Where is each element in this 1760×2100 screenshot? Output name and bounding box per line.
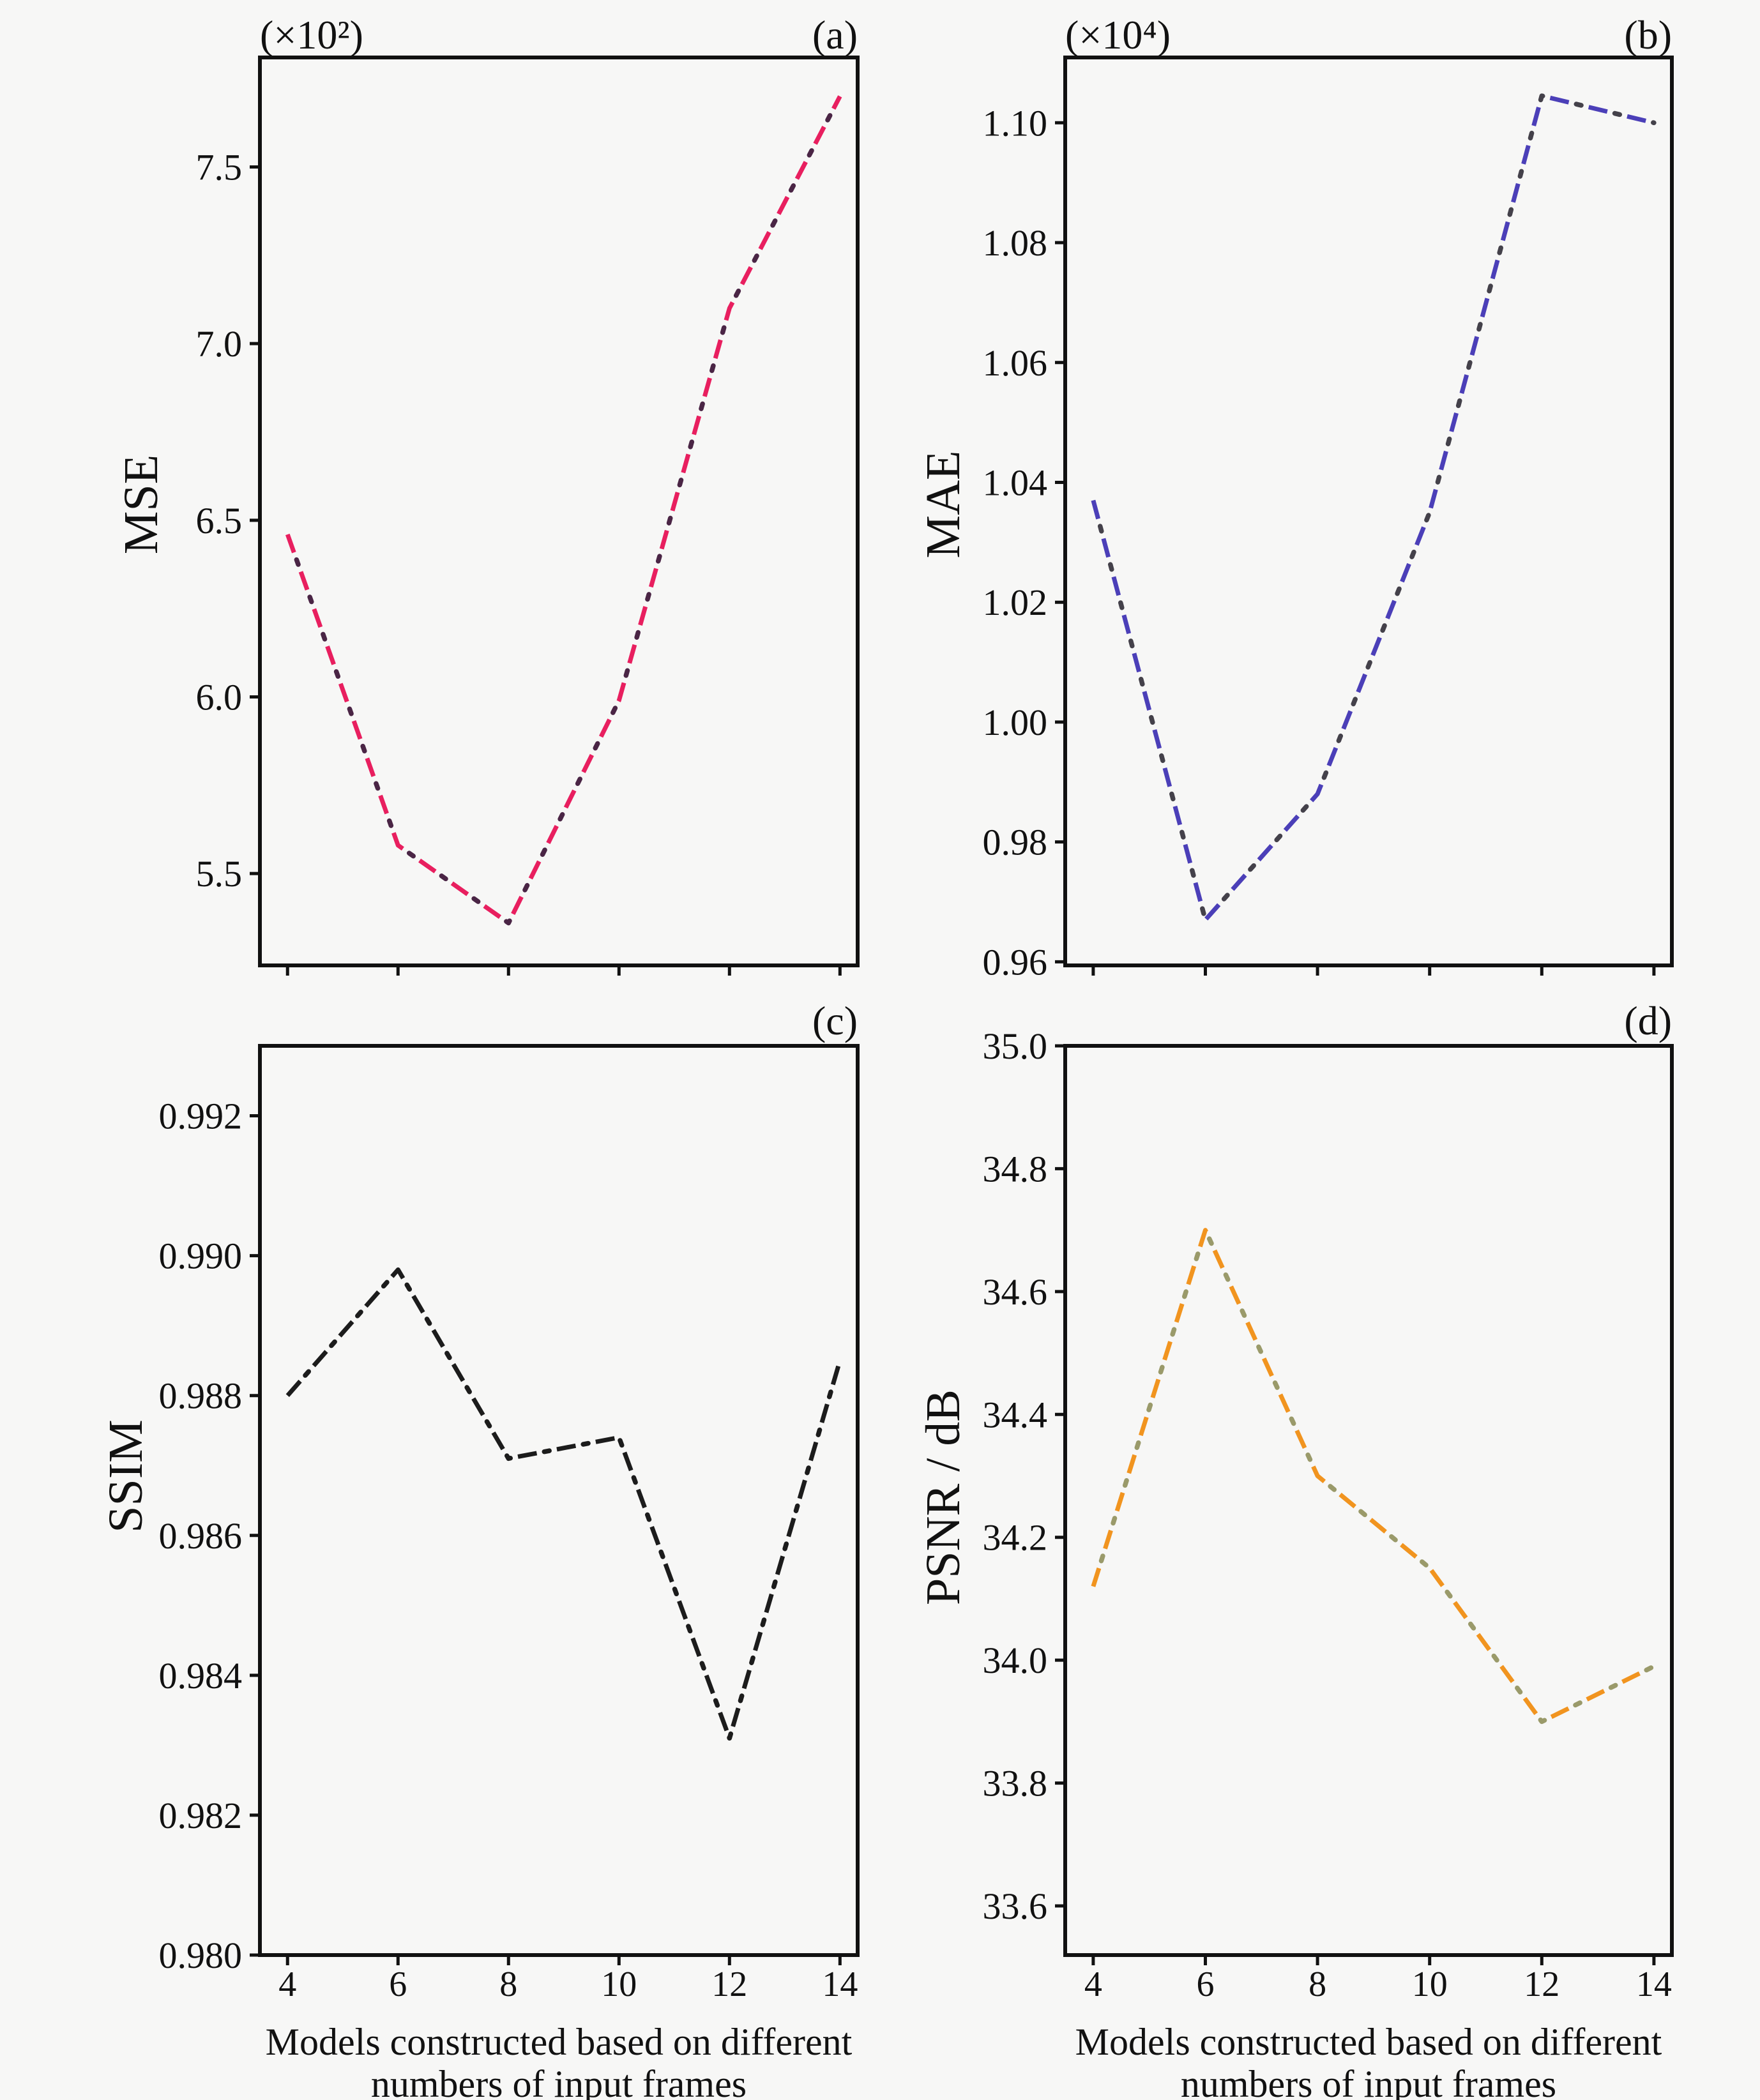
x-tick-label: 6 [1197, 1965, 1215, 2004]
y-tick-label: 0.98 [983, 822, 1048, 863]
x-tick-label: 6 [389, 1965, 407, 2004]
series-line-dashes [1091, 93, 1655, 923]
chart-svg: 5.5 6.0 6.5 7.0 7.5 [196, 56, 860, 976]
series-line-dashes [285, 95, 842, 926]
y-tick-label: 7.5 [196, 147, 243, 188]
y-tick-label: 7.0 [196, 323, 243, 365]
series-line-dots [1091, 93, 1657, 923]
y-tick-label: 5.5 [196, 853, 243, 895]
y-tick-label: 34.6 [983, 1271, 1048, 1313]
y-tick-label: 0.980 [159, 1935, 243, 1976]
x-axis-caption-left-line2: numbers of input frames [370, 2063, 747, 2100]
chart-svg: 0.980 0.982 0.984 0.986 0.988 0.990 0.992 4 6 8 10… [159, 1044, 860, 2004]
y-tick-label: 0.988 [159, 1375, 243, 1417]
plot-frame [258, 56, 860, 967]
x-axis-caption-right-line2: numbers of input frames [1180, 2063, 1557, 2100]
plot-area-ssim: 0.980 0.982 0.984 0.986 0.988 0.990 0.992 4 6 8 10… [159, 1044, 860, 2004]
series-line-dashes [1091, 1228, 1655, 1724]
y-tick-label: 1.06 [983, 342, 1048, 384]
axis-scale-label-b: (×10⁴) [1065, 12, 1171, 57]
panel-label-d: (d) [1624, 998, 1672, 1043]
x-tick-label: 12 [1524, 1965, 1559, 2004]
y-tick-label: 34.8 [983, 1148, 1048, 1190]
y-tick-label: 34.2 [983, 1517, 1048, 1559]
x-axis-caption-left-line1: Models constructed based on different [265, 2021, 853, 2063]
y-tick-label: 0.96 [983, 941, 1048, 983]
y-tick-label: 1.08 [983, 222, 1048, 264]
y-tick-label: 35.0 [983, 1025, 1048, 1067]
chart-svg: 0.96 0.98 1.00 1.02 1.04 1.06 1.08 1.10 [983, 56, 1674, 983]
y-tick-label: 6.5 [196, 500, 243, 541]
plot-area-psnr: 33.6 33.8 34.0 34.2 34.4 34.6 34.8 35.0 4 6 8 10 12 1… [983, 1025, 1674, 2004]
y-tick-label: 0.990 [159, 1235, 243, 1277]
plot-area-mae: 0.96 0.98 1.00 1.02 1.04 1.06 1.08 1.10 [983, 56, 1674, 983]
y-tick-label: 0.984 [159, 1655, 243, 1696]
y-tick-label: 1.02 [983, 582, 1048, 623]
x-tick-label: 12 [711, 1965, 747, 2004]
y-tick-label: 0.986 [159, 1515, 243, 1557]
plot-frame [258, 1044, 860, 1957]
y-tick-label: 1.10 [983, 102, 1048, 144]
x-tick-label: 10 [601, 1965, 637, 2004]
x-axis-caption-right-line1: Models constructed based on different [1075, 2021, 1662, 2063]
series-line-dots [1091, 1227, 1657, 1725]
series-line-dots [285, 94, 843, 926]
panel-label-b: (b) [1624, 12, 1672, 57]
y-tick-label: 34.4 [983, 1394, 1048, 1435]
x-tick-label: 14 [1636, 1965, 1672, 2004]
y-axis-label-mse: MSE [114, 454, 168, 555]
plot-area-mse: 5.5 6.0 6.5 7.0 7.5 [196, 56, 860, 976]
x-axis-caption-left: Models constructed based on different nu… [260, 2021, 858, 2100]
y-tick-label: 0.992 [159, 1096, 243, 1137]
x-tick-label: 8 [499, 1965, 517, 2004]
y-tick-label: 6.0 [196, 676, 243, 718]
y-axis-label-psnr: PSNR / dB [916, 1389, 970, 1605]
x-tick-label: 10 [1412, 1965, 1448, 2004]
y-axis-label-ssim: SSIM [99, 1419, 153, 1533]
axis-scale-label-a: (×10²) [260, 12, 363, 57]
y-axis-label-mae: MAE [916, 450, 970, 559]
y-tick-label: 34.0 [983, 1640, 1048, 1681]
x-tick-label: 14 [822, 1965, 858, 2004]
y-tick-label: 0.982 [159, 1795, 243, 1836]
y-tick-label: 1.00 [983, 702, 1048, 743]
x-tick-label: 4 [1084, 1965, 1102, 2004]
chart-svg: 33.6 33.8 34.0 34.2 34.4 34.6 34.8 35.0 4 6 8 10 12 1… [983, 1025, 1674, 2004]
series-line-dashes [285, 1267, 842, 1741]
series-line-dots [285, 1267, 843, 1741]
plot-frame [1063, 56, 1674, 967]
y-tick-label: 1.04 [983, 462, 1048, 503]
panel-label-c: (c) [812, 998, 858, 1043]
plot-frame [1063, 1044, 1674, 1957]
x-tick-label: 8 [1309, 1965, 1326, 2004]
x-tick-label: 4 [278, 1965, 296, 2004]
y-tick-label: 33.6 [983, 1885, 1048, 1927]
x-axis-caption-right: Models constructed based on different nu… [1065, 2021, 1672, 2100]
panel-label-a: (a) [812, 12, 858, 57]
y-tick-label: 33.8 [983, 1763, 1048, 1804]
